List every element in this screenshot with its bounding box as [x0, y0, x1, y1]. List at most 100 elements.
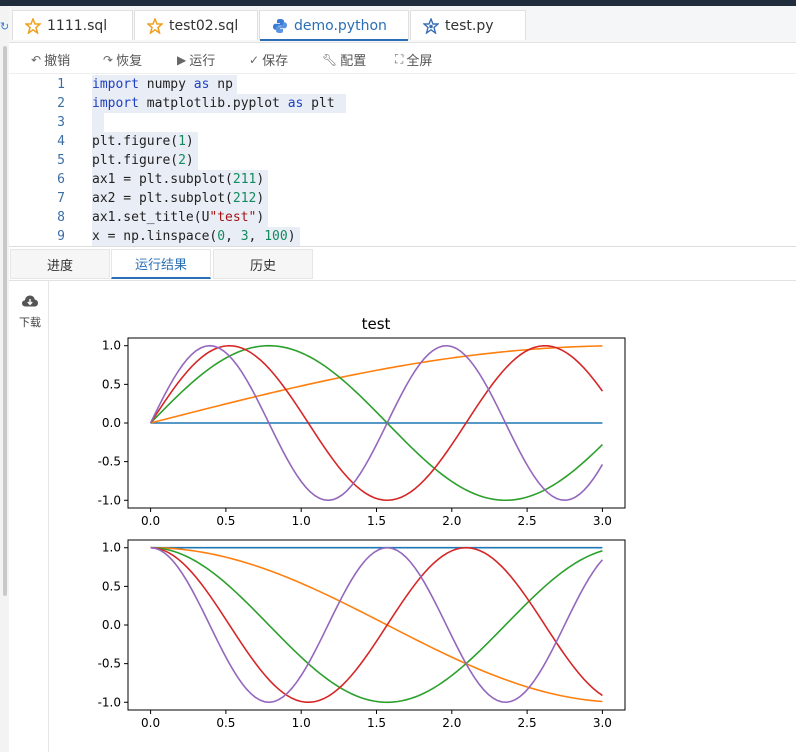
star-icon — [147, 17, 163, 34]
line-number: 4 — [57, 134, 65, 149]
tab-demo-python[interactable]: demo.python — [259, 10, 409, 41]
play-icon: ▶ — [177, 52, 187, 67]
x-tick-label: 0.0 — [141, 514, 160, 528]
window-top-bar — [0, 0, 796, 6]
redo-button[interactable]: ↷ 恢复 — [103, 50, 142, 70]
code-line[interactable]: 8 ax1.set_title(U"test") — [9, 208, 796, 227]
editor-toolbar: ↶ 撤销 ↷ 恢复 ▶ 运行 ✓ 保存 🔧︎ 配置 ⛶ 全屏 — [9, 43, 796, 74]
tab-label: test.py — [445, 17, 494, 34]
code-text: ax2 = plt.subplot(212) — [92, 189, 269, 208]
tab-test02-sql[interactable]: test02.sql — [134, 10, 258, 40]
code-line[interactable]: 5 plt.figure(2) — [9, 151, 796, 170]
x-tick-label: 0.5 — [216, 716, 235, 730]
series-line-3 — [150, 546, 603, 704]
line-number: 7 — [57, 191, 65, 206]
tab-history-label: 历史 — [249, 258, 276, 274]
code-text — [92, 113, 104, 132]
line-number: 6 — [57, 172, 65, 187]
save-button[interactable]: ✓ 保存 — [249, 50, 289, 70]
chart-title: test — [362, 315, 391, 333]
tab-test-py[interactable]: test.py — [410, 10, 526, 40]
tab-history[interactable]: 历史 — [213, 249, 313, 279]
tab-label: 1111.sql — [47, 17, 108, 34]
wrench-icon: 🔧︎ — [322, 52, 338, 67]
code-line[interactable]: 7 ax2 = plt.subplot(212) — [9, 189, 796, 208]
code-editor[interactable]: 1 import numpy as np 2 import matplotlib… — [9, 74, 796, 247]
code-line[interactable]: 6 ax1 = plt.subplot(211) — [9, 170, 796, 189]
series-line-1 — [150, 345, 603, 424]
series-line-1 — [150, 546, 603, 703]
cloud-download-icon — [22, 295, 38, 307]
tab-progress-label: 进度 — [46, 258, 73, 274]
x-tick-label: 2.0 — [442, 716, 461, 730]
x-tick-label: 1.5 — [367, 716, 386, 730]
x-tick-label: 0.0 — [141, 716, 160, 730]
y-tick-label: -0.5 — [98, 657, 121, 671]
download-column: 下载 — [9, 281, 49, 752]
vertical-scrollbar[interactable] — [3, 46, 7, 596]
code-text: plt.figure(1) — [92, 132, 198, 151]
x-tick-label: 1.5 — [367, 514, 386, 528]
tab-label: test02.sql — [169, 17, 239, 34]
tab-results-label: 运行结果 — [134, 258, 187, 273]
code-line[interactable]: 9 x = np.linspace(0, 3, 100) — [9, 227, 796, 246]
code-line[interactable]: 1 import numpy as np — [9, 75, 796, 94]
line-number: 8 — [57, 210, 65, 225]
x-tick-label: 2.5 — [518, 514, 537, 528]
code-line[interactable]: 3 — [9, 113, 796, 132]
editor-tab-bar: 1111.sql test02.sql demo.python test.py — [9, 6, 796, 43]
line-number: 9 — [57, 229, 65, 244]
series-line-2 — [150, 546, 603, 704]
result-figure: test 0.0 0.5 1.0 1.5 2.0 2.5 3.0 1.0 0.5 0.0 -0.5 -… — [98, 315, 626, 730]
line-number: 1 — [57, 77, 65, 92]
line-number: 3 — [57, 115, 65, 130]
series-line-4 — [150, 546, 604, 704]
refresh-icon[interactable]: ↻ — [0, 20, 10, 33]
y-tick-label: 1.0 — [102, 541, 121, 555]
config-label: 配置 — [340, 54, 367, 69]
code-line[interactable]: 4 plt.figure(1) — [9, 132, 796, 151]
x-tick-label: 3.0 — [593, 514, 612, 528]
x-tick-label: 1.0 — [292, 716, 311, 730]
save-label: 保存 — [262, 54, 289, 69]
undo-button[interactable]: ↶ 撤销 — [31, 50, 70, 70]
axes-top: 0.0 0.5 1.0 1.5 2.0 2.5 3.0 1.0 0.5 0.0 -0.5 -1.0 — [98, 337, 626, 528]
y-tick-label: 0.0 — [102, 618, 121, 632]
x-tick-label: 1.0 — [292, 514, 311, 528]
y-tick-label: 0.5 — [102, 579, 121, 593]
tab-label: demo.python — [294, 17, 387, 34]
code-text: x = np.linspace(0, 3, 100) — [92, 227, 300, 246]
fullscreen-button[interactable]: ⛶ 全屏 — [395, 50, 432, 69]
check-icon: ✓ — [249, 52, 260, 67]
axes-bottom: 0.0 0.5 1.0 1.5 2.0 2.5 3.0 1.0 0.5 0.0 -0.5 -1.0 — [98, 539, 626, 730]
x-tick-label: 2.0 — [442, 514, 461, 528]
python-icon — [273, 18, 287, 33]
download-button[interactable]: 下载 — [15, 293, 45, 330]
code-line[interactable]: 2 import matplotlib.pyplot as plt — [9, 94, 796, 113]
result-pane: 下载 test 0.0 0.5 1.0 1.5 2.0 2.5 3.0 1.0 0.5 0.0 -0… — [9, 281, 796, 752]
star-icon — [25, 17, 41, 34]
tab-progress[interactable]: 进度 — [10, 249, 110, 279]
code-text: ax1 = plt.subplot(211) — [92, 170, 269, 189]
run-button[interactable]: ▶ 运行 — [177, 50, 216, 70]
x-tick-label: 2.5 — [518, 716, 537, 730]
series-line-3 — [149, 344, 604, 502]
line-number: 2 — [57, 96, 65, 111]
x-tick-label: 3.0 — [593, 716, 612, 730]
code-text: ax1.set_title(U"test") — [92, 208, 269, 227]
series-line-4 — [149, 344, 604, 502]
tab-results[interactable]: 运行结果 — [111, 249, 211, 279]
x-tick-label: 0.5 — [216, 514, 235, 528]
gear-star-icon — [423, 17, 439, 34]
result-tab-bar: 进度 运行结果 历史 — [9, 247, 796, 281]
config-button[interactable]: 🔧︎ 配置 — [322, 50, 367, 70]
y-tick-label: -1.0 — [98, 493, 121, 507]
redo-icon: ↷ — [103, 52, 114, 67]
code-text: import matplotlib.pyplot as plt — [92, 94, 347, 113]
undo-icon: ↶ — [31, 52, 42, 67]
code-text: import numpy as np — [92, 75, 237, 94]
tab-1111-sql[interactable]: 1111.sql — [12, 10, 133, 40]
download-label: 下载 — [19, 316, 41, 329]
run-label: 运行 — [189, 54, 216, 69]
code-text: plt.figure(2) — [92, 151, 198, 170]
